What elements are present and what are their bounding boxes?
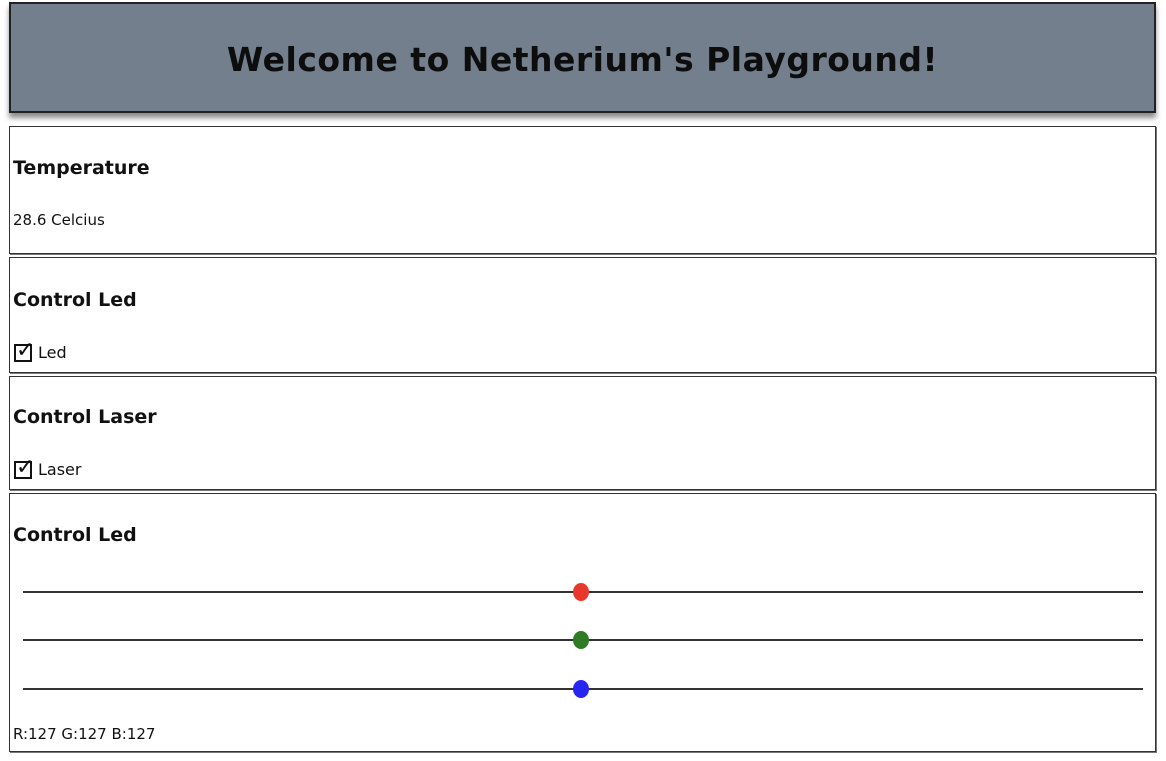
temperature-reading: 28.6 Celcius — [13, 211, 105, 229]
temperature-title: Temperature — [13, 157, 150, 179]
blue-slider[interactable] — [23, 679, 1143, 699]
check-icon: ✓ — [16, 337, 35, 363]
red-slider[interactable] — [23, 582, 1143, 602]
green-slider[interactable] — [23, 630, 1143, 650]
led-control-panel: Control Led ✓ Led — [9, 257, 1156, 373]
page-header: Welcome to Netherium's Playground! — [9, 2, 1156, 113]
blue-slider-thumb[interactable] — [572, 680, 589, 698]
led-control-title: Control Led — [13, 289, 137, 311]
laser-checkbox[interactable]: ✓ — [14, 456, 34, 479]
green-slider-thumb[interactable] — [572, 631, 589, 649]
rgb-control-panel: Control Led R:127 G:127 B:127 — [9, 493, 1156, 752]
check-icon: ✓ — [16, 454, 35, 480]
rgb-readout: R:127 G:127 B:127 — [13, 725, 156, 743]
red-slider-thumb[interactable] — [572, 583, 589, 601]
temperature-panel: Temperature 28.6 Celcius — [9, 126, 1156, 254]
led-checkbox-row[interactable]: ✓ Led — [14, 339, 67, 362]
laser-checkbox-row[interactable]: ✓ Laser — [14, 456, 82, 479]
rgb-control-title: Control Led — [13, 524, 137, 546]
led-checkbox-label[interactable]: Led — [38, 343, 67, 362]
led-checkbox[interactable]: ✓ — [14, 339, 34, 362]
laser-checkbox-label[interactable]: Laser — [38, 460, 82, 479]
laser-control-panel: Control Laser ✓ Laser — [9, 376, 1156, 490]
page-title: Welcome to Netherium's Playground! — [226, 40, 939, 79]
laser-control-title: Control Laser — [13, 406, 157, 428]
